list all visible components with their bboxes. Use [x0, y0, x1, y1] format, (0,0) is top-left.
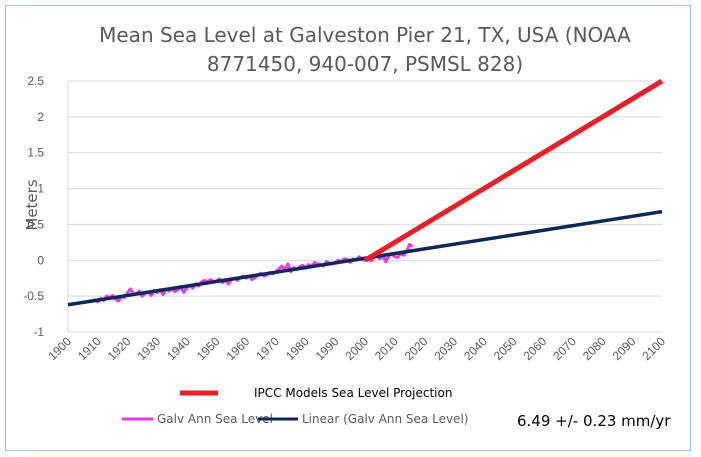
x-tick-label: 2010 [372, 334, 401, 363]
x-tick-label: 2040 [461, 334, 490, 363]
y-tick-label: 1.5 [27, 146, 44, 160]
x-tick-label: 1930 [134, 334, 163, 363]
x-tick-label: 1940 [164, 334, 193, 363]
x-tick-label: 1980 [283, 334, 312, 363]
x-tick-label: 2050 [491, 334, 520, 363]
x-tick-label: 1900 [45, 334, 74, 363]
x-tick-label: 2060 [521, 334, 550, 363]
x-tick-label: 1910 [75, 334, 104, 363]
legend-label-linear: Linear (Galv Ann Sea Level) [302, 412, 468, 426]
x-tick-label: 2100 [639, 334, 668, 363]
x-tick-label: 1920 [105, 334, 134, 363]
x-tick-label: 1990 [313, 334, 342, 363]
x-tick-label: 2030 [431, 334, 460, 363]
x-tick-label: 2000 [342, 334, 371, 363]
y-tick-label: 0 [37, 253, 44, 267]
y-tick-label: 2.5 [27, 74, 44, 88]
y-axis-label: Meters [23, 179, 41, 230]
x-tick-label: 1960 [224, 334, 253, 363]
x-tick-label: 2080 [580, 334, 609, 363]
x-tick-label: 2020 [402, 334, 431, 363]
y-tick-label: -1 [33, 325, 44, 339]
chart-frame [5, 5, 691, 451]
y-tick-label: 1 [37, 182, 44, 196]
trend-annotation: 6.49 +/- 0.23 mm/yr [517, 412, 671, 430]
y-tick-label: 2 [37, 110, 44, 124]
x-tick-label: 1950 [194, 334, 223, 363]
series-ipcc-projection [363, 78, 664, 263]
x-tick-label: 1970 [253, 334, 282, 363]
chart-title-line-1: Mean Sea Level at Galveston Pier 21, TX,… [99, 23, 631, 47]
chart-title-line-2: 8771450, 940-007, PSMSL 828) [207, 52, 523, 76]
x-tick-label: 2090 [610, 334, 639, 363]
y-tick-label: -0.5 [23, 289, 44, 303]
legend-label-ipcc: IPCC Models Sea Level Projection [254, 386, 452, 400]
legend-label-galv: Galv Ann Sea Level [157, 412, 273, 426]
y-tick-label: 0.5 [27, 217, 44, 231]
x-tick-label: 2070 [550, 334, 579, 363]
